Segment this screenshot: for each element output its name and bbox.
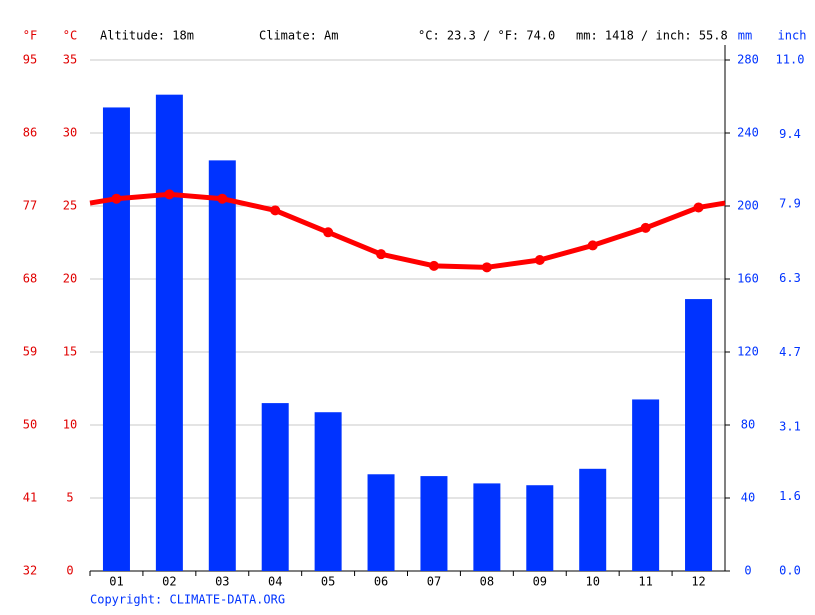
- bar: [632, 399, 660, 571]
- bar: [685, 299, 713, 571]
- y2-tick-label: 0: [744, 564, 751, 578]
- x-tick-label: 02: [162, 575, 176, 589]
- y4-tick-label: 1.6: [779, 489, 801, 503]
- bar: [208, 160, 236, 571]
- y-tick-label: 5: [66, 491, 73, 505]
- x-tick-label: 01: [109, 575, 123, 589]
- y4-tick-label: 3.1: [779, 419, 801, 433]
- bar: [102, 107, 130, 571]
- info: Altitude: 18m: [100, 29, 194, 43]
- y-tick-label: 35: [63, 53, 77, 67]
- x-tick-label: 10: [585, 575, 599, 589]
- unit-f: °F: [23, 29, 37, 43]
- y3-tick-label: 86: [23, 126, 37, 140]
- line: [116, 191, 700, 270]
- point: [481, 262, 492, 273]
- y3-tick-label: 95: [23, 53, 37, 67]
- x-tick-label: 08: [480, 575, 494, 589]
- y3-tick-label: 32: [23, 564, 37, 578]
- point: [111, 193, 122, 204]
- point: [376, 249, 387, 260]
- y2-tick-label: 120: [737, 345, 759, 359]
- info: °C: 23.3 / °F: 74.0: [418, 29, 555, 43]
- bar: [155, 94, 183, 572]
- x-tick-label: 07: [427, 575, 441, 589]
- point: [640, 222, 651, 233]
- y2-tick-label: 280: [737, 53, 759, 67]
- x-tick-label: 12: [691, 575, 705, 589]
- y4-tick-label: 7.9: [779, 197, 801, 211]
- point: [323, 227, 334, 238]
- y4-tick-label: 9.4: [779, 127, 801, 141]
- x-tick-label: 05: [321, 575, 335, 589]
- point: [164, 189, 175, 200]
- x-tick-label: 09: [533, 575, 547, 589]
- bar: [367, 474, 395, 571]
- bar: [473, 483, 501, 571]
- y-tick-label: 20: [63, 272, 77, 286]
- unit-c: °C: [63, 29, 77, 43]
- y-tick-label: 10: [63, 418, 77, 432]
- y2-tick-label: 80: [741, 418, 755, 432]
- point: [534, 255, 545, 266]
- y-tick-label: 30: [63, 126, 77, 140]
- bar: [579, 468, 607, 571]
- point: [217, 193, 228, 204]
- bar: [420, 476, 448, 571]
- info: mm: 1418 / inch: 55.8: [576, 29, 728, 43]
- bar: [526, 485, 554, 571]
- x-tick-label: 04: [268, 575, 282, 589]
- y3-tick-label: 59: [23, 345, 37, 359]
- x-tick-label: 06: [374, 575, 388, 589]
- y4-tick-label: 4.7: [779, 345, 801, 359]
- bar: [314, 412, 342, 571]
- point: [270, 205, 281, 216]
- y-tick-label: 25: [63, 199, 77, 213]
- y4-tick-label: 6.3: [779, 271, 801, 285]
- y2-tick-label: 40: [741, 491, 755, 505]
- credit: Copyright: CLIMATE-DATA.ORG: [90, 593, 285, 607]
- y3-tick-label: 77: [23, 199, 37, 213]
- y3-tick-label: 41: [23, 491, 37, 505]
- x-tick-label: 03: [215, 575, 229, 589]
- info: Climate: Am: [259, 29, 338, 43]
- y4-tick-label: 0.0: [779, 564, 801, 578]
- unit-mm: mm: [738, 29, 752, 43]
- y2-tick-label: 200: [737, 199, 759, 213]
- y2-tick-label: 160: [737, 272, 759, 286]
- point: [693, 202, 704, 213]
- point: [587, 240, 598, 251]
- y3-tick-label: 50: [23, 418, 37, 432]
- unit-inch: inch: [778, 29, 807, 43]
- point: [428, 260, 439, 271]
- y-tick-label: 0: [66, 564, 73, 578]
- bar: [261, 403, 289, 571]
- y2-tick-label: 240: [737, 126, 759, 140]
- y3-tick-label: 68: [23, 272, 37, 286]
- y4-tick-label: 11.0: [776, 53, 805, 67]
- x-tick-label: 11: [638, 575, 652, 589]
- y-tick-label: 15: [63, 345, 77, 359]
